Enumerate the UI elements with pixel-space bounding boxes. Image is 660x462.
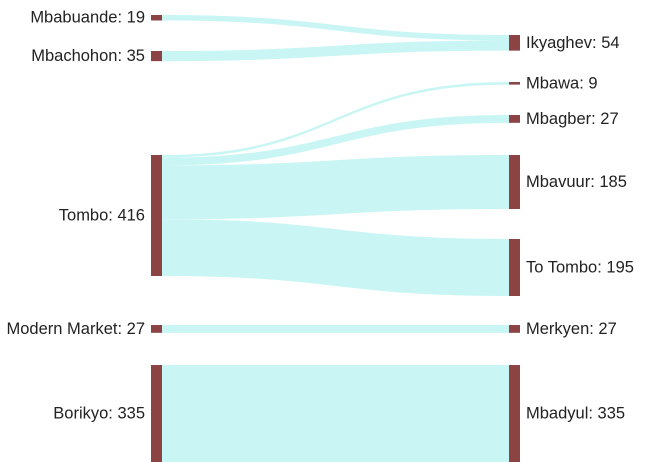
labels-layer: Mbabuande: 19 Mbachohon: 35 Tombo: 416 Mode… — [7, 9, 634, 423]
label-merkyen: Merkyen: 27 — [526, 320, 617, 338]
label-mbavuur: Mbavuur: 185 — [526, 173, 627, 191]
label-ikyaghev: Ikyaghev: 54 — [526, 34, 620, 52]
node-ikyaghev — [509, 35, 520, 51]
node-mbavuur — [509, 155, 520, 209]
link-tombo-to-mbavuur — [162, 155, 509, 220]
node-mbawa — [509, 82, 520, 85]
label-to-tombo: To Tombo: 195 — [526, 259, 634, 277]
node-to-tombo — [509, 239, 520, 296]
label-mbawa: Mbawa: 9 — [526, 74, 598, 92]
node-mbadyul — [509, 365, 520, 462]
node-borikyo — [151, 365, 162, 462]
node-mbachohon — [151, 51, 162, 62]
label-mbabuande: Mbabuande: 19 — [30, 9, 145, 27]
node-mbabuande — [151, 15, 162, 21]
links-layer — [162, 15, 509, 462]
node-merkyen — [509, 325, 520, 333]
link-tombo-to-mbawa — [162, 82, 509, 158]
link-mbachohon-to-ikyaghev — [162, 40, 509, 62]
node-modern-market — [151, 325, 162, 333]
link-tombo-to-to-tombo — [162, 219, 509, 296]
link-borikyo-to-mbadyul — [162, 365, 509, 462]
label-modern-market: Modern Market: 27 — [7, 320, 145, 338]
node-mbagber — [509, 115, 520, 123]
label-mbachohon: Mbachohon: 35 — [31, 47, 145, 65]
label-borikyo: Borikyo: 335 — [53, 405, 145, 423]
link-tombo-to-mbagber — [162, 115, 509, 166]
label-tombo: Tombo: 416 — [59, 207, 145, 225]
link-mbabuande-to-ikyaghev — [162, 15, 509, 41]
node-tombo — [151, 155, 162, 276]
nodes-layer — [151, 15, 520, 462]
label-mbadyul: Mbadyul: 335 — [526, 405, 625, 423]
link-modern-market-to-merkyen — [162, 325, 509, 333]
label-mbagber: Mbagber: 27 — [526, 110, 619, 128]
